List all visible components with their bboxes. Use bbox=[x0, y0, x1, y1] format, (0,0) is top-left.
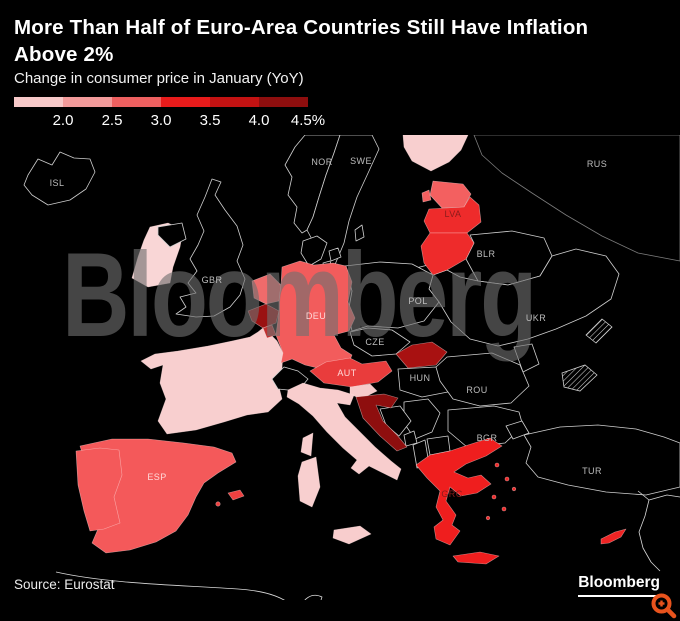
map-label-isl: ISL bbox=[49, 178, 65, 188]
country-austria bbox=[309, 357, 393, 388]
legend-swatch bbox=[112, 97, 161, 107]
legend-tick: 4.5% bbox=[290, 112, 326, 129]
europe-map-svg bbox=[23, 135, 680, 600]
country-moldova bbox=[513, 343, 540, 373]
legend-swatch bbox=[259, 97, 308, 107]
region-crimea-hatched bbox=[561, 364, 598, 392]
legend-swatch bbox=[63, 97, 112, 107]
country-czechia bbox=[349, 327, 411, 357]
country-bosnia bbox=[379, 405, 412, 437]
island-aegean-6 bbox=[485, 515, 491, 521]
country-turkey bbox=[523, 424, 680, 496]
country-latvia bbox=[423, 196, 482, 234]
island-aegean-2 bbox=[504, 476, 510, 482]
country-russia bbox=[473, 135, 680, 262]
legend-swatch bbox=[210, 97, 259, 107]
island-sardinia bbox=[297, 456, 321, 508]
map-label-ukr: UKR bbox=[525, 313, 547, 323]
coastline-levant bbox=[637, 490, 680, 572]
map-label-grc: GRC bbox=[441, 489, 463, 499]
map-labels: ISL NOR SWE RUS LVA BLR GBR POL DEU UKR CZE AUT HUN R… bbox=[0, 135, 680, 600]
chart-title: More Than Half of Euro-Area Countries St… bbox=[14, 16, 589, 67]
map-label-hun: HUN bbox=[409, 373, 431, 383]
islands-balearic bbox=[227, 489, 245, 501]
chart-subtitle: Change in consumer price in January (YoY… bbox=[14, 70, 304, 87]
source-note: Source: Eurostat bbox=[14, 577, 115, 592]
island-aegean-4 bbox=[511, 486, 517, 492]
country-northern-ireland bbox=[157, 222, 187, 248]
legend-ticks: 2.0 2.5 3.0 3.5 4.0 4.5% bbox=[14, 112, 334, 130]
country-turkey-thrace bbox=[505, 420, 530, 440]
country-portugal bbox=[75, 447, 123, 532]
country-iceland bbox=[23, 151, 96, 206]
legend-tick: 3.5 bbox=[199, 112, 221, 129]
legend-tick: 2.0 bbox=[52, 112, 74, 129]
country-slovakia bbox=[395, 341, 448, 369]
map-label-blr: BLR bbox=[476, 249, 496, 259]
map-label-nor: NOR bbox=[311, 157, 333, 167]
zoom-in-icon[interactable] bbox=[649, 591, 679, 621]
island-aegean-5 bbox=[501, 506, 507, 512]
country-italy bbox=[286, 382, 402, 481]
country-croatia bbox=[355, 393, 408, 452]
coastline-north-africa bbox=[55, 571, 323, 600]
map-label-deu: DEU bbox=[305, 311, 327, 321]
map-label-cze: CZE bbox=[365, 337, 385, 347]
country-belgium bbox=[247, 303, 280, 329]
country-germany bbox=[275, 260, 356, 371]
island-aegean-1 bbox=[494, 462, 500, 468]
map-label-swe: SWE bbox=[350, 156, 372, 166]
island-ibiza bbox=[215, 501, 221, 507]
europe-map: Bloomberg ISL NOR SWE RUS LVA BLR GBR POL DEU UKR… bbox=[0, 135, 680, 600]
country-ukraine bbox=[428, 248, 620, 347]
legend-swatch bbox=[161, 97, 210, 107]
island-sicily bbox=[332, 525, 372, 545]
island-crete bbox=[452, 551, 500, 565]
bloomberg-logo: Bloomberg bbox=[578, 574, 660, 597]
country-denmark bbox=[300, 235, 328, 267]
map-label-esp: ESP bbox=[147, 472, 167, 482]
map-label-aut: AUT bbox=[337, 368, 357, 378]
map-label-lva: LVA bbox=[444, 209, 462, 219]
legend-bar bbox=[14, 97, 308, 107]
country-cyprus bbox=[600, 528, 627, 545]
map-label-gbr: GBR bbox=[201, 275, 223, 285]
island-aegean-3 bbox=[491, 494, 497, 500]
legend-swatch bbox=[14, 97, 63, 107]
map-label-tur: TUR bbox=[582, 466, 602, 476]
map-label-rus: RUS bbox=[586, 159, 608, 169]
map-label-rou: ROU bbox=[466, 385, 488, 395]
country-lithuania bbox=[420, 232, 475, 276]
country-gotland bbox=[354, 224, 365, 242]
country-slovenia bbox=[349, 383, 378, 400]
region-donbas-hatched bbox=[585, 318, 613, 344]
legend-tick: 3.0 bbox=[150, 112, 172, 129]
country-finland bbox=[402, 135, 469, 172]
zoom-handle bbox=[665, 607, 677, 619]
island-corsica bbox=[300, 432, 314, 457]
country-greece bbox=[415, 437, 503, 546]
country-uk bbox=[175, 178, 246, 318]
color-legend: 2.0 2.5 3.0 3.5 4.0 4.5% bbox=[14, 97, 334, 130]
country-romania bbox=[435, 352, 530, 407]
legend-tick: 4.0 bbox=[248, 112, 270, 129]
legend-tick: 2.5 bbox=[101, 112, 123, 129]
zoom-lens bbox=[651, 593, 672, 614]
map-label-pol: POL bbox=[408, 296, 428, 306]
map-label-bgr: BGR bbox=[476, 433, 498, 443]
